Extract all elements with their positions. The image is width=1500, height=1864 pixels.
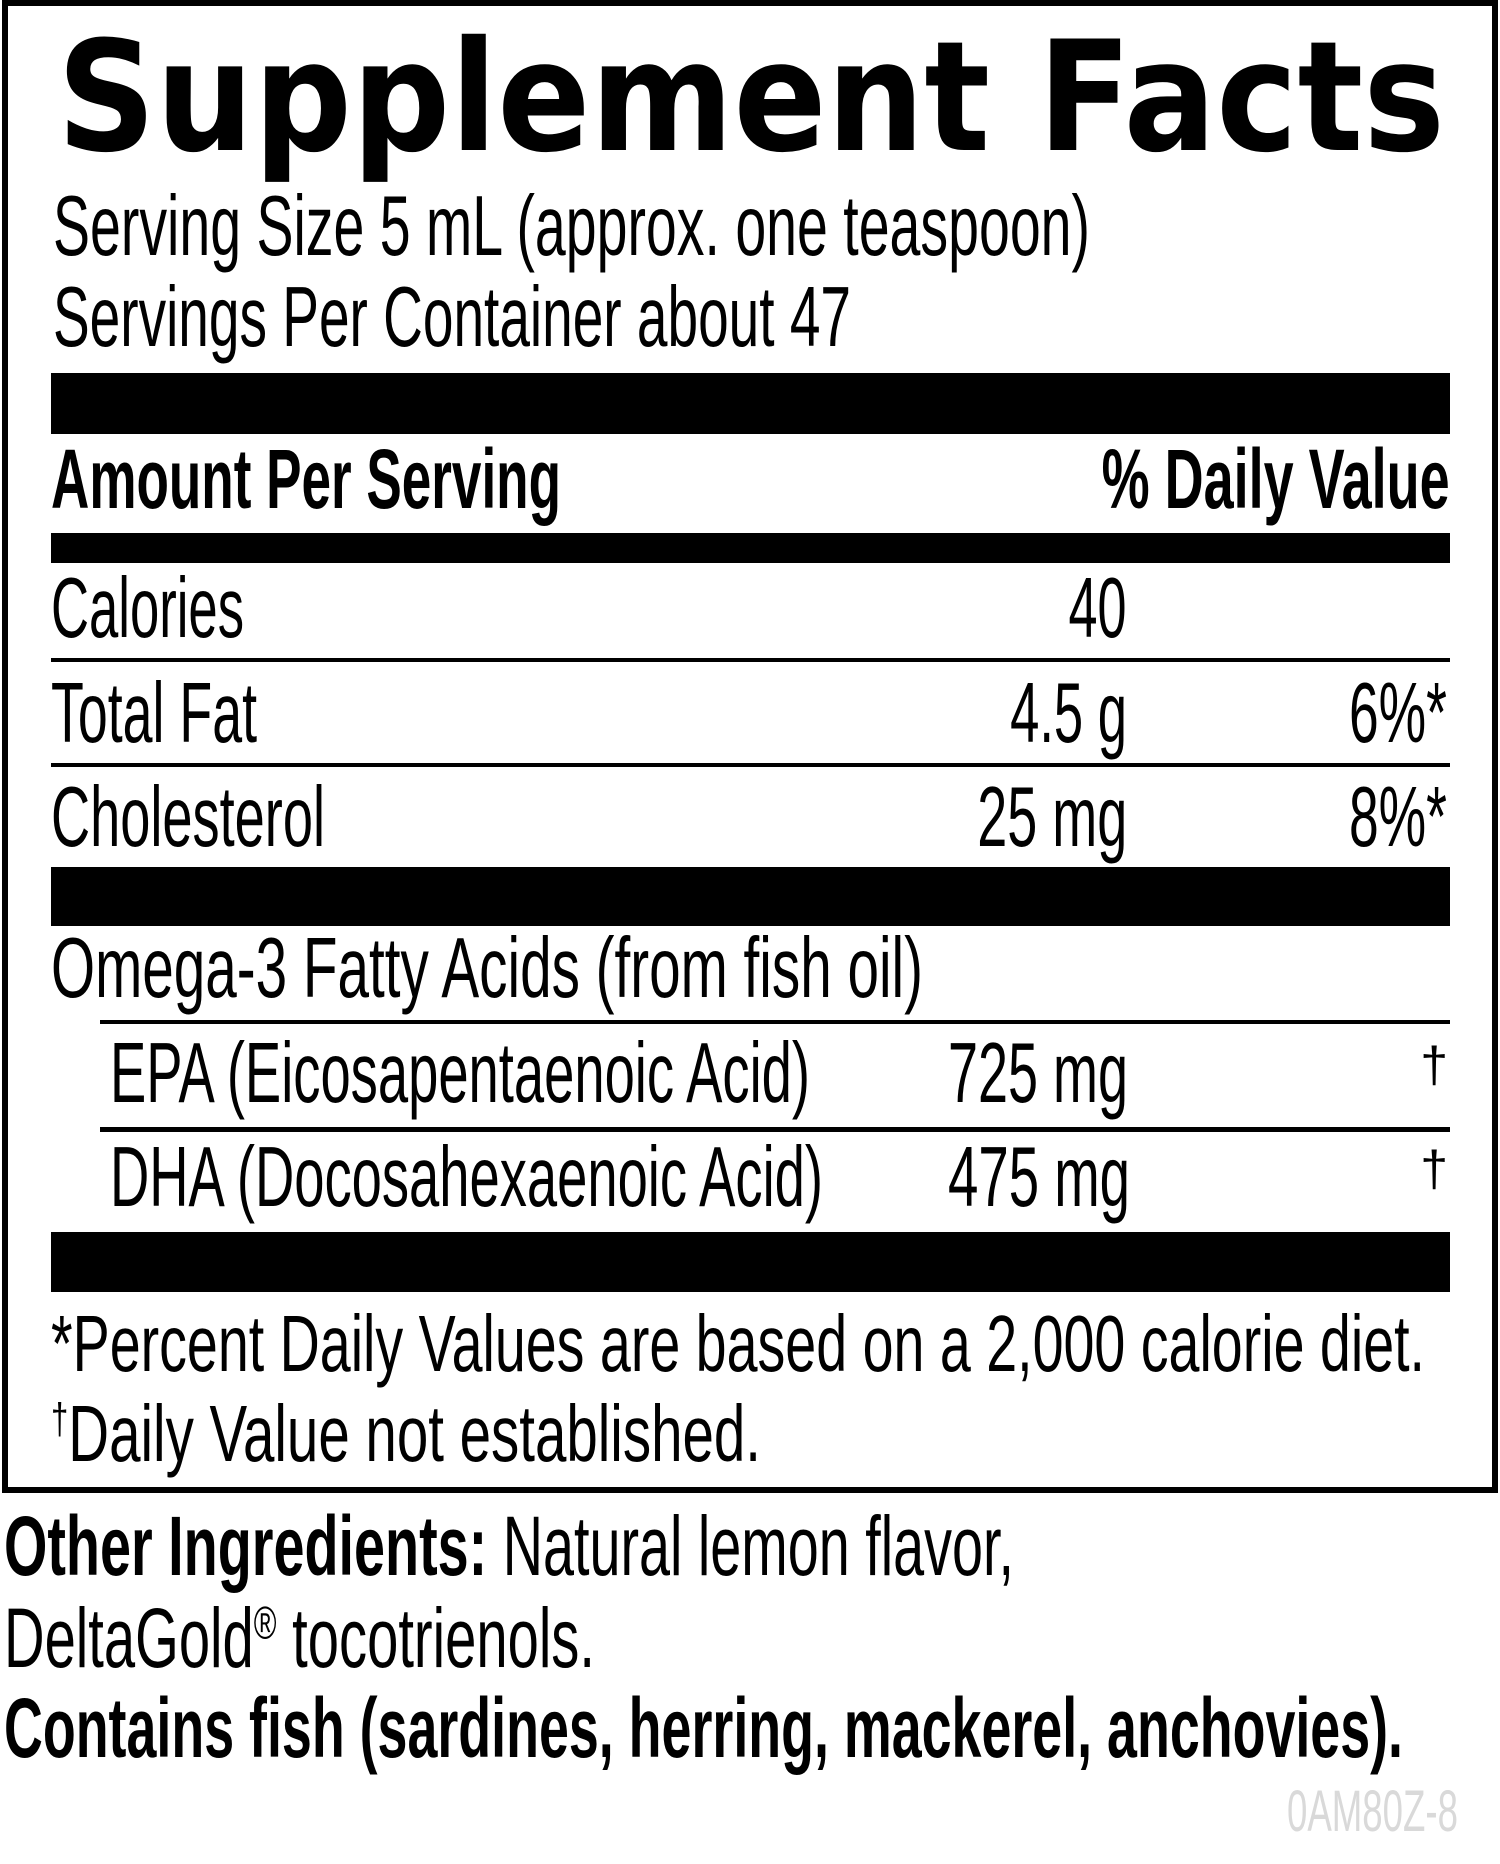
dagger-icon: † [1420,1141,1448,1197]
nutrient-daily-value: 8%* [1349,770,1447,865]
nutrient-name: Calories [51,561,244,656]
thick-divider [51,867,1450,926]
panel-title: Supplement Facts [57,9,1445,187]
other-ingredients: Other Ingredients: Natural lemon flavor, [4,1504,1500,1590]
servings-per-container: Servings Per Container about 47 [53,270,851,365]
nutrient-amount: 4.5 g [1010,666,1127,761]
footnote-percent-daily-value: *Percent Daily Values are based on a 2,0… [51,1299,1425,1388]
thick-divider [51,1232,1450,1292]
row-divider [51,658,1450,662]
other-ingredients-label: Other Ingredients: [4,1499,488,1593]
serving-size: Serving Size 5 mL (approx. one teaspoon) [53,179,1090,274]
dagger-icon: † [1420,1037,1448,1093]
thick-divider [51,373,1450,434]
nutrient-name: EPA (Eicosapentaenoic Acid) [110,1026,810,1121]
nutrient-amount: 725 mg [948,1026,1128,1121]
nutrient-name: DHA (Docosahexaenoic Acid) [110,1130,823,1225]
nutrient-name: Cholesterol [51,770,325,865]
allergen-statement: Contains fish (sardines, herring, macker… [4,1681,1403,1775]
medium-divider [51,533,1450,563]
other-ingredients-text: Natural lemon flavor, [487,1499,1014,1593]
row-divider [51,763,1450,767]
amount-per-serving-header: Amount Per Serving [51,432,561,526]
nutrient-name: Total Fat [51,666,257,761]
nutrient-amount: 40 [1069,561,1127,656]
panel-border [2,0,1498,1493]
footnote-daily-value-not-established: †Daily Value not established. [51,1389,761,1478]
registered-trademark-icon: ® [253,1596,277,1649]
nutrient-amount: 25 mg [977,770,1127,865]
nutrient-amount: 475 mg [948,1130,1130,1225]
label-code: 0AM80Z-8 [1287,1779,1458,1844]
other-ingredients-continued: DeltaGold® tocotrienols. [4,1591,595,1685]
omega-3-label: Omega-3 Fatty Acids (from fish oil) [51,921,923,1016]
dagger-icon: † [51,1394,69,1444]
indented-divider [100,1127,1450,1132]
daily-value-header: % Daily Value [1102,432,1450,526]
indented-divider [100,1020,1450,1024]
nutrient-daily-value: 6%* [1349,666,1447,761]
